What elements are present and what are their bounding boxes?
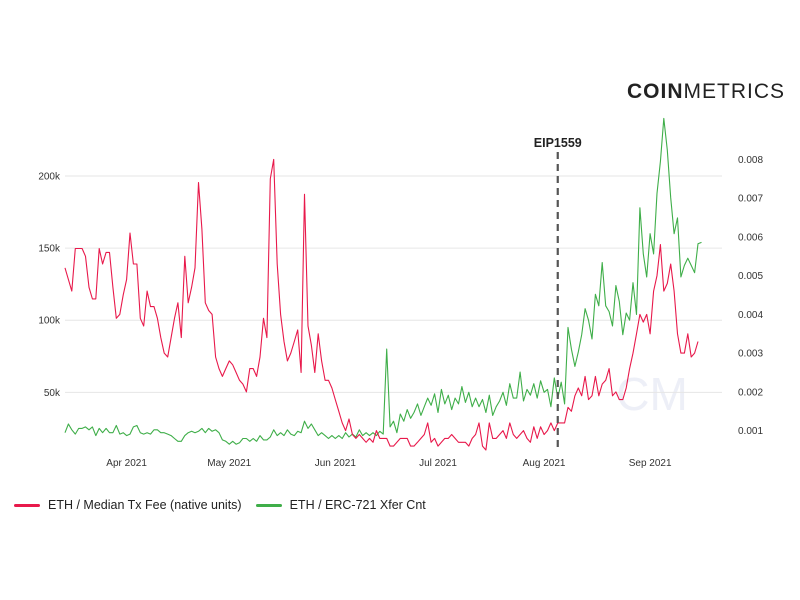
- eip1559-label: EIP1559: [534, 136, 582, 150]
- legend-label-nft: ETH / ERC-721 Xfer Cnt: [289, 498, 426, 512]
- legend-label-fee: ETH / Median Tx Fee (native units): [48, 498, 242, 512]
- y-right-tick-label: 0.003: [738, 349, 763, 360]
- y-right-tick-label: 0.002: [738, 387, 763, 398]
- cm-watermark: CM: [616, 368, 688, 420]
- x-tick-label: Jun 2021: [315, 458, 357, 469]
- y-right-tick-label: 0.001: [738, 426, 763, 437]
- y-right-tick-label: 0.006: [738, 232, 763, 243]
- legend-swatch-fee: [14, 503, 40, 507]
- legend: ETH / Median Tx Fee (native units) ETH /…: [14, 498, 440, 512]
- x-tick-label: Aug 2021: [523, 458, 566, 469]
- legend-item-fee[interactable]: ETH / Median Tx Fee (native units): [14, 498, 242, 512]
- x-tick-label: May 2021: [207, 458, 251, 469]
- fee-series-line: [64, 158, 699, 451]
- y-left-tick-label: 50k: [44, 388, 61, 399]
- x-tick-label: Sep 2021: [629, 458, 672, 469]
- y-right-tick-label: 0.005: [738, 271, 763, 282]
- y-right-tick-label: 0.008: [738, 155, 763, 166]
- y-left-tick-label: 200k: [38, 172, 61, 183]
- y-left-tick-label: 100k: [38, 316, 61, 327]
- y-left-tick-label: 150k: [38, 244, 61, 255]
- legend-swatch-nft: [255, 503, 282, 507]
- y-right-tick-label: 0.007: [738, 194, 763, 205]
- x-tick-label: Jul 2021: [419, 458, 457, 469]
- legend-item-nft[interactable]: ETH / ERC-721 Xfer Cnt: [255, 498, 426, 512]
- nft-series-line: [64, 117, 702, 445]
- y-right-tick-label: 0.004: [738, 310, 763, 321]
- coinmetrics-logo: COINMETRICS: [627, 80, 785, 103]
- x-tick-label: Apr 2021: [106, 458, 147, 469]
